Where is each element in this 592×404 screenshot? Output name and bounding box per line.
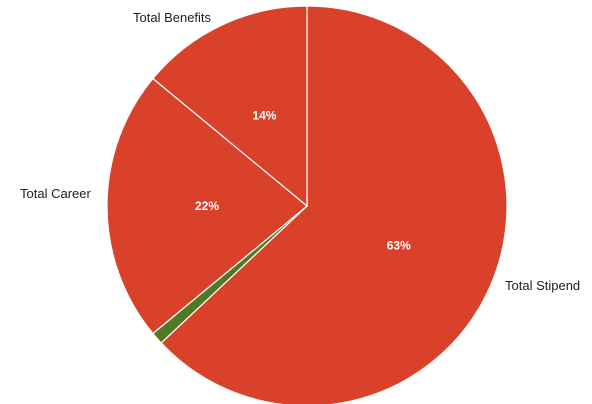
- pie-slice-total-benefits: [152, 5, 308, 208]
- slice-category-label: Total Benefits: [133, 10, 212, 25]
- slice-percent-label: 63%: [387, 239, 411, 253]
- slice-category-label: Total Stipend: [505, 278, 580, 293]
- slice-percent-label: 22%: [195, 199, 219, 213]
- pie-slice-total-stipend: [160, 5, 508, 404]
- pie-slice-total-career: [106, 77, 308, 335]
- slice-category-label: Total Career: [20, 186, 91, 201]
- slice-percent-label: 14%: [252, 109, 276, 123]
